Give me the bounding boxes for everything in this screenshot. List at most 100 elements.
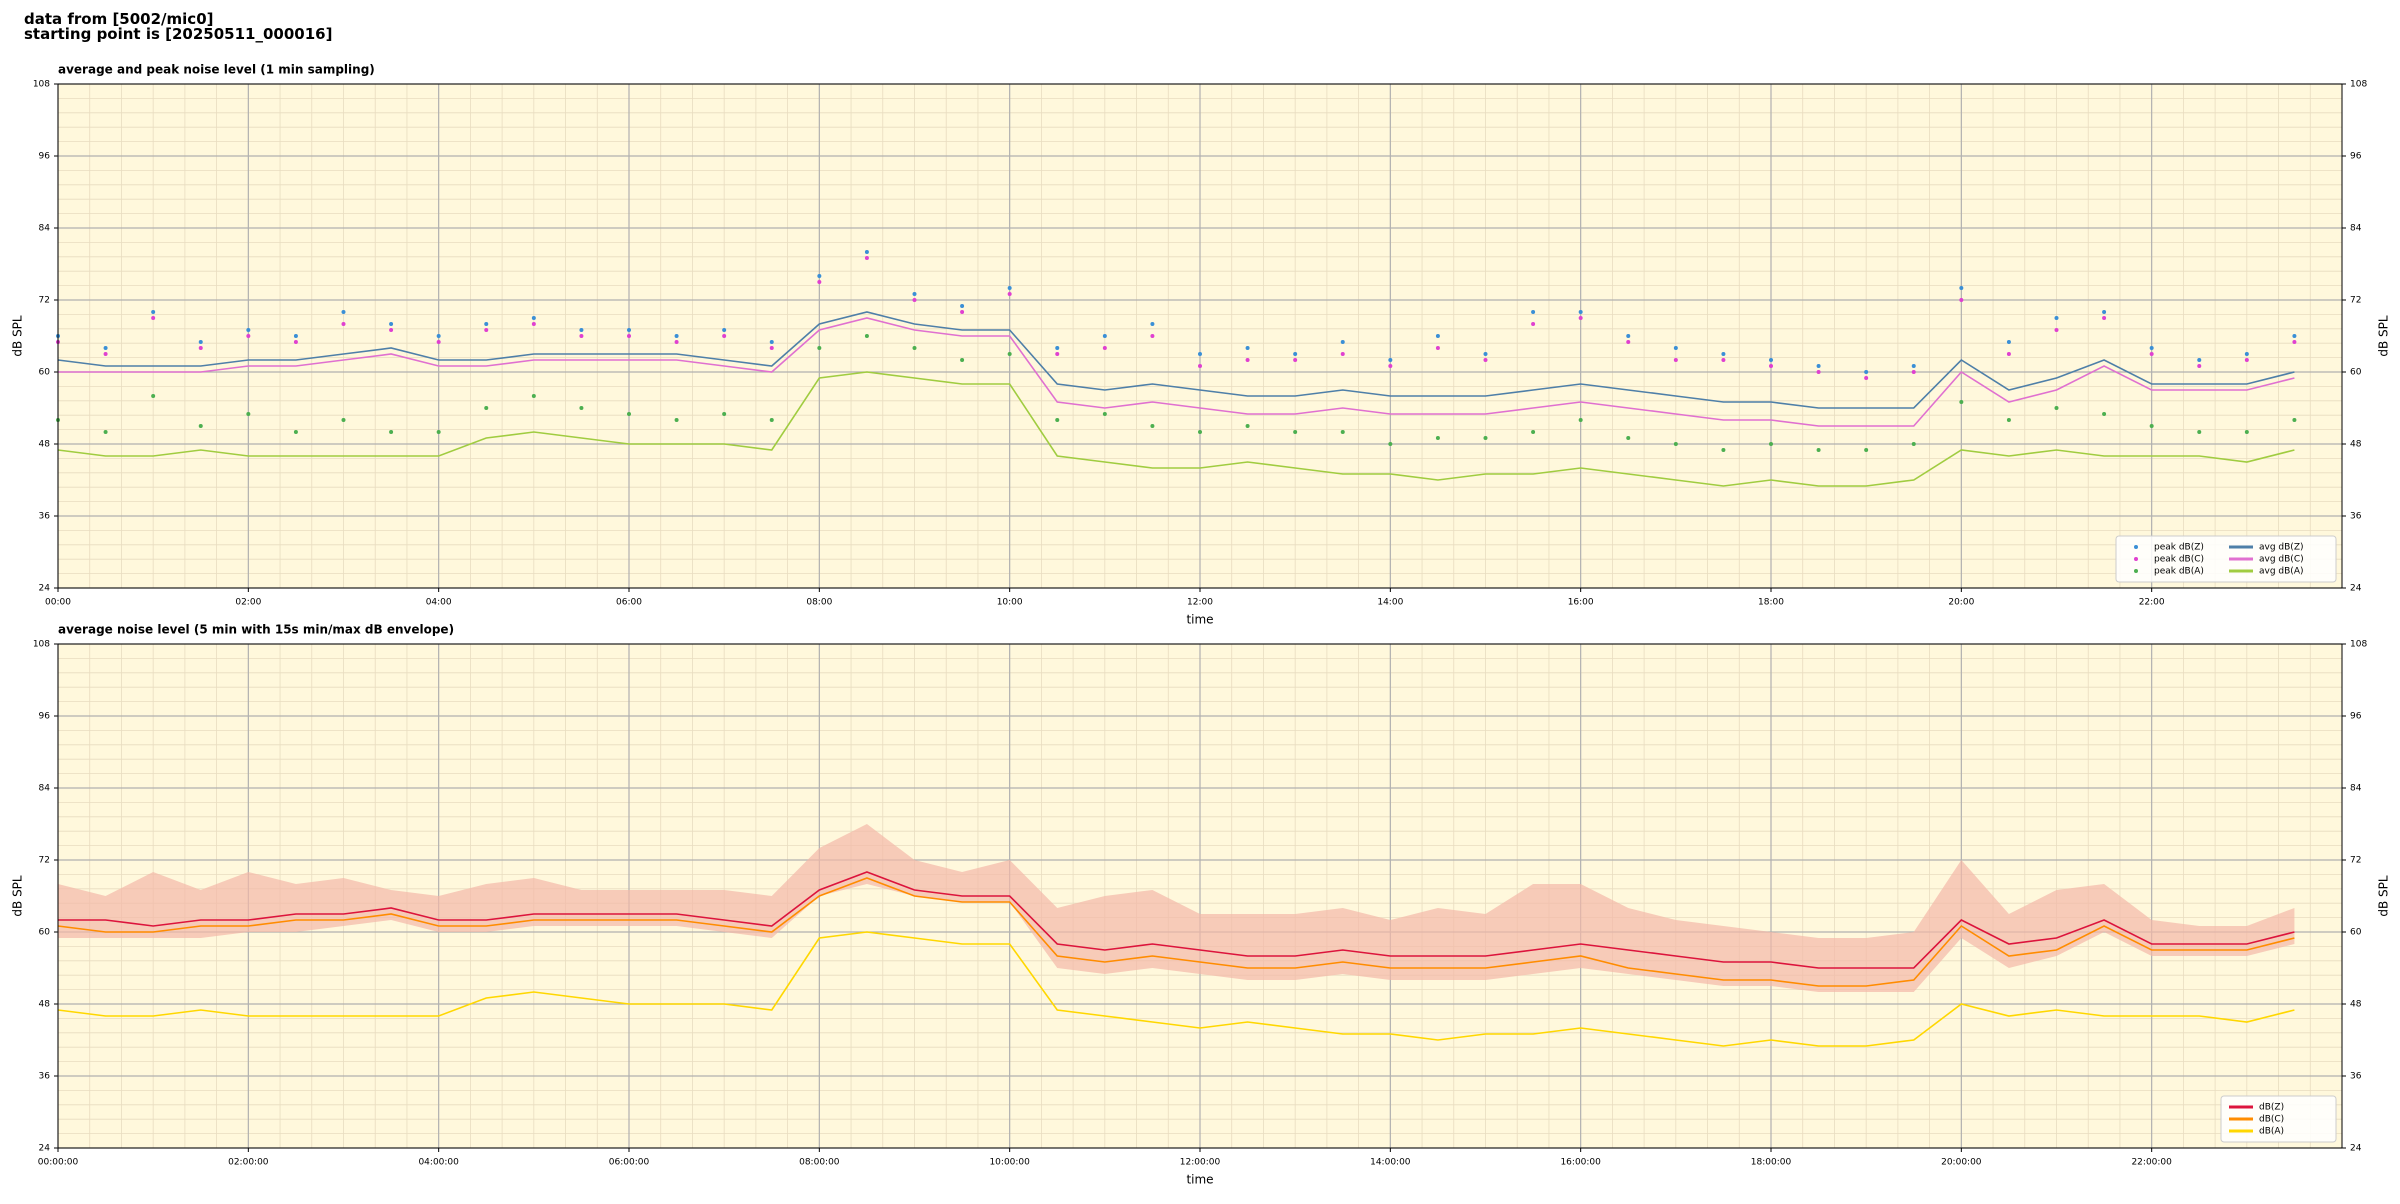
peak-point (1007, 286, 1012, 290)
x-tick-label: 16:00:00 (1560, 1158, 1601, 1168)
peak-point (1198, 352, 1202, 356)
peak-point (1959, 298, 1964, 302)
peak-point (1721, 448, 1726, 452)
peak-point (151, 394, 156, 398)
peak-point (389, 328, 394, 332)
peak-point (389, 322, 394, 326)
x-tick-label: 10:00 (997, 598, 1023, 608)
peak-point (1626, 334, 1631, 338)
peak-point (1435, 436, 1440, 440)
peak-point (341, 310, 346, 314)
peak-point (1150, 424, 1155, 428)
legend-label: dB(A) (2259, 1127, 2284, 1137)
plot-frame (57, 643, 2343, 1149)
peak-point (436, 340, 441, 344)
peak-point (912, 298, 917, 302)
y-tick-label: 48 (2350, 440, 2362, 450)
y-tick-label: 60 (39, 368, 51, 378)
x-tick-label: 18:00 (1758, 598, 1784, 608)
header-line: data from [5002/mic0] (24, 10, 214, 28)
peak-point (1531, 322, 1536, 326)
peak-point (151, 316, 156, 320)
y-tick-label: 96 (2350, 712, 2362, 722)
peak-point (2149, 424, 2154, 428)
y-tick-label: 72 (39, 296, 50, 306)
x-tick-label: 14:00:00 (1370, 1158, 1411, 1168)
chart: average and peak noise level (1 min samp… (11, 63, 2391, 627)
peak-point (1340, 352, 1345, 356)
peak-point (2197, 358, 2202, 362)
x-axis-label: time (1186, 1173, 1213, 1187)
series-line (58, 317, 2295, 427)
legend-label: dB(C) (2259, 1115, 2284, 1125)
y-axis-label: dB SPL (11, 315, 25, 357)
peak-point (1388, 364, 1393, 368)
peak-point (674, 418, 679, 422)
y-tick-label: 24 (39, 1144, 51, 1154)
peak-point (484, 322, 489, 326)
peak-point (293, 430, 298, 434)
y-tick-label: 60 (39, 928, 51, 938)
peak-point (912, 346, 917, 350)
peak-point (246, 412, 251, 416)
peak-point (1721, 352, 1726, 356)
peak-point (1198, 430, 1202, 434)
legend-label: peak dB(Z) (2154, 543, 2204, 553)
peak-point (1911, 364, 1916, 368)
peak-point (1102, 334, 1107, 338)
peak-point (2149, 352, 2154, 356)
x-tick-label: 22:00:00 (2131, 1158, 2172, 1168)
peak-point (484, 406, 489, 410)
y-tick-label: 72 (2350, 296, 2361, 306)
peak-point (389, 430, 394, 434)
peak-point (103, 430, 108, 434)
x-tick-label: 18:00:00 (1751, 1158, 1792, 1168)
y-tick-label: 108 (33, 80, 50, 90)
peak-point (1245, 424, 1250, 428)
x-axis-label: time (1186, 613, 1213, 627)
peak-point (722, 412, 727, 416)
header-line: starting point is [20250511_000016] (24, 25, 332, 43)
peak-point (864, 250, 869, 254)
peak-point (817, 274, 822, 278)
peak-point (627, 328, 631, 332)
peak-point (531, 316, 536, 320)
y-tick-label: 60 (2350, 928, 2362, 938)
x-tick-label: 02:00 (235, 598, 261, 608)
peak-point (817, 280, 822, 284)
peak-point (2244, 358, 2249, 362)
peak-point (2102, 310, 2107, 314)
y-tick-label: 96 (39, 152, 51, 162)
peak-point (198, 340, 203, 344)
peak-point (1150, 334, 1155, 338)
peak-point (1435, 334, 1440, 338)
y-tick-label: 24 (2350, 1144, 2362, 1154)
peak-point (722, 334, 727, 338)
peak-point (2149, 346, 2154, 350)
peak-point (1055, 418, 1060, 422)
y-tick-label: 36 (2350, 1072, 2362, 1082)
chart: average noise level (5 min with 15s min/… (11, 623, 2391, 1187)
y-tick-label: 84 (39, 784, 51, 794)
y-tick-label: 24 (39, 584, 51, 594)
peak-point (1531, 430, 1536, 434)
y-tick-label: 36 (2350, 512, 2362, 522)
x-tick-label: 12:00:00 (1180, 1158, 1221, 1168)
peak-point (1150, 322, 1155, 326)
peak-point (1055, 352, 1060, 356)
chart-title: average noise level (5 min with 15s min/… (58, 623, 454, 637)
peak-point (2006, 418, 2011, 422)
peak-point (1293, 430, 1298, 434)
peak-point (722, 328, 727, 332)
x-tick-label: 12:00 (1187, 598, 1213, 608)
x-tick-label: 10:00:00 (989, 1158, 1030, 1168)
peak-point (246, 328, 251, 332)
y-axis-label: dB SPL (2377, 315, 2391, 357)
peak-point (1245, 358, 1250, 362)
peak-point (1816, 448, 1821, 452)
peak-point (341, 418, 346, 422)
peak-point (817, 346, 822, 350)
y-tick-label: 24 (2350, 584, 2362, 594)
peak-point (579, 406, 584, 410)
